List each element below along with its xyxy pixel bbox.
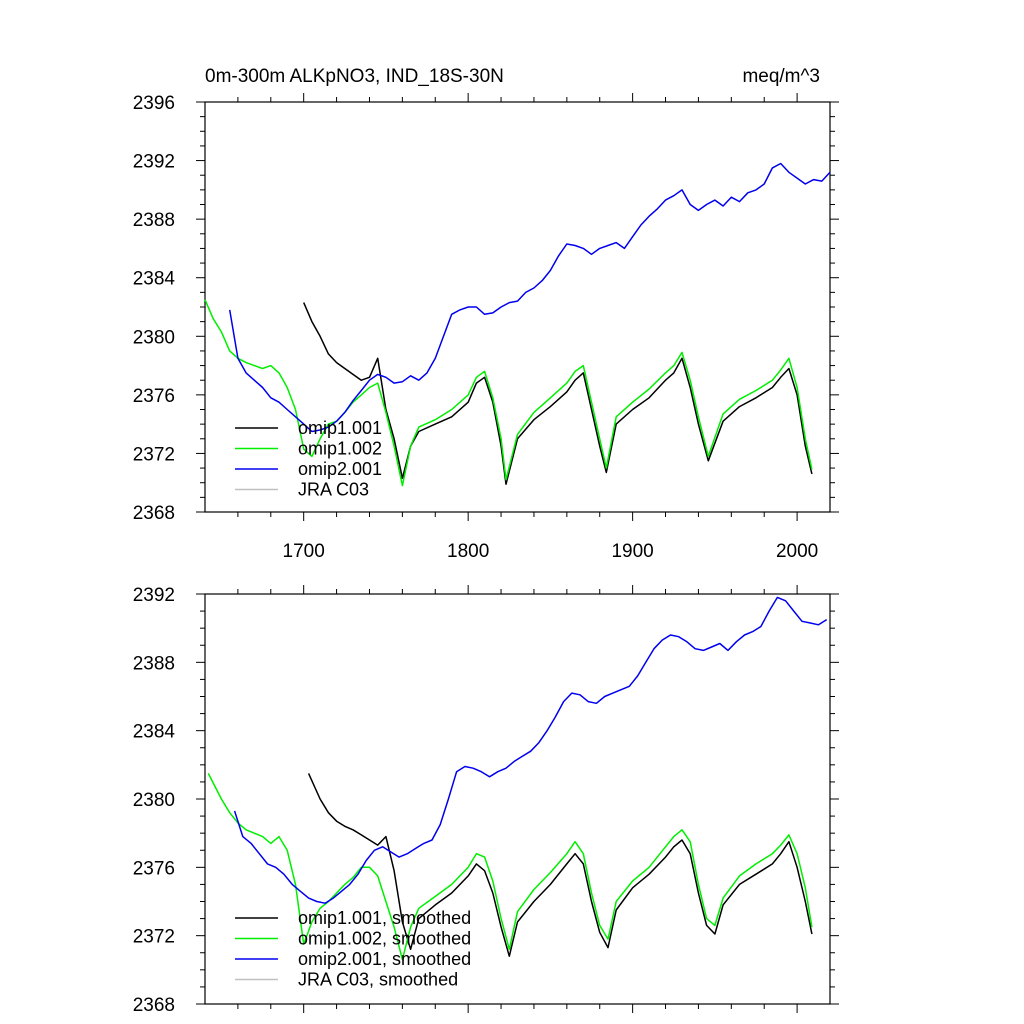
series-line (207, 773, 813, 961)
legend-label: omip1.001, smoothed (298, 908, 471, 928)
legend-label: omip1.002, smoothed (298, 929, 471, 949)
x-tick-label: 1900 (611, 541, 653, 562)
y-tick-label: 2376 (133, 858, 175, 879)
legend-label: omip2.001, smoothed (298, 949, 471, 969)
chart-title-left: 0m-300m ALKpNO3, IND_18S-30N (205, 66, 504, 87)
series-line (228, 162, 831, 433)
y-tick-label: 2396 (133, 93, 175, 114)
legend-label: omip1.001 (298, 418, 382, 438)
y-tick-label: 2368 (133, 995, 175, 1016)
y-tick-label: 2392 (133, 152, 175, 173)
y-tick-label: 2380 (133, 327, 175, 348)
y-tick-label: 2380 (133, 790, 175, 811)
legend-label: JRA C03, smoothed (298, 970, 458, 990)
y-tick-label: 2376 (133, 386, 175, 407)
lower-panel: 2368 2372 2376 2380 2384 2388 2392 omip1.001, s… (133, 585, 839, 1016)
chart-units-label: meq/m^3 (742, 66, 820, 87)
series-line (303, 302, 813, 485)
legend-label: omip1.002 (298, 439, 382, 459)
y-tick-label: 2388 (133, 210, 175, 231)
y-tick-label: 2384 (133, 722, 176, 743)
legend-label: omip2.001 (298, 459, 382, 479)
y-tick-label: 2368 (133, 503, 175, 524)
y-tick-label: 2372 (133, 927, 175, 948)
upper-panel: 0m-300m ALKpNO3, IND_18S-30N meq/m^3 170… (133, 66, 839, 562)
y-tick-label: 2392 (133, 585, 175, 606)
series-line (233, 596, 828, 904)
series-line (204, 299, 813, 487)
series-line (307, 773, 813, 957)
y-tick-label: 2384 (133, 269, 176, 290)
x-tick-label: 1700 (283, 541, 325, 562)
x-tick-label: 1800 (447, 541, 489, 562)
y-tick-label: 2372 (133, 444, 175, 465)
x-tick-label: 2000 (776, 541, 818, 562)
legend-label: JRA C03 (298, 480, 369, 500)
y-tick-label: 2388 (133, 653, 175, 674)
